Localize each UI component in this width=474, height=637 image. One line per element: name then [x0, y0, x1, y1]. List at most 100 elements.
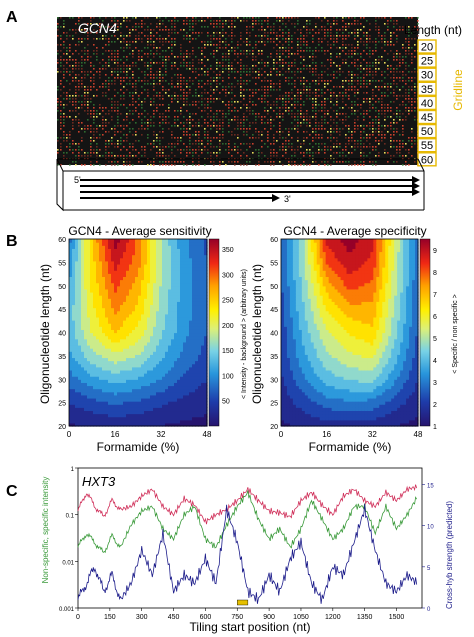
array-feature — [90, 125, 92, 127]
heatmap-cell — [78, 332, 82, 337]
array-feature — [174, 143, 176, 145]
array-feature — [264, 41, 266, 43]
array-feature — [96, 149, 98, 151]
array-feature — [345, 134, 347, 136]
array-feature — [240, 62, 242, 64]
array-feature — [156, 95, 158, 97]
array-feature — [117, 110, 119, 112]
heatmap-cell — [96, 313, 100, 318]
array-feature — [297, 137, 299, 139]
heatmap-cell — [75, 351, 79, 355]
array-feature — [207, 113, 209, 115]
heatmap-cell — [135, 373, 139, 377]
array-feature — [132, 134, 134, 136]
heatmap-cell — [93, 329, 97, 334]
heatmap-cell — [138, 397, 142, 402]
array-feature — [228, 161, 230, 163]
heatmap-cell — [69, 385, 73, 390]
heatmap-cell — [108, 260, 112, 265]
array-feature — [66, 152, 68, 154]
heatmap-cell — [99, 313, 103, 318]
array-feature — [246, 131, 248, 133]
heatmap-cell — [135, 397, 139, 402]
array-feature — [123, 86, 125, 88]
array-feature — [252, 122, 254, 124]
array-feature — [66, 47, 68, 49]
array-feature — [243, 152, 245, 154]
array-feature — [57, 68, 59, 70]
array-feature — [318, 17, 320, 19]
array-feature — [297, 92, 299, 94]
array-feature — [120, 77, 122, 79]
array-feature — [207, 131, 209, 133]
heatmap-cell — [108, 332, 112, 337]
array-feature — [390, 38, 392, 40]
array-feature — [369, 29, 371, 31]
array-feature — [171, 32, 173, 34]
array-feature — [333, 71, 335, 73]
array-feature — [192, 71, 194, 73]
array-feature — [300, 35, 302, 37]
array-feature — [114, 146, 116, 148]
heatmap-cell — [132, 385, 136, 390]
array-feature — [105, 113, 107, 115]
array-feature — [75, 92, 77, 94]
heatmap-cell — [123, 282, 127, 287]
array-feature — [309, 47, 311, 49]
array-feature — [63, 140, 65, 142]
array-feature — [306, 86, 308, 88]
heatmap-cell — [135, 320, 139, 324]
array-feature — [138, 59, 140, 61]
heatmap-cell — [81, 254, 85, 259]
array-feature — [180, 110, 182, 112]
array-feature — [270, 128, 272, 130]
array-feature — [303, 83, 305, 85]
array-feature — [177, 161, 179, 163]
array-feature — [162, 95, 164, 97]
array-feature — [72, 125, 74, 127]
array-feature — [294, 149, 296, 151]
array-feature — [150, 122, 152, 124]
array-feature — [186, 104, 188, 106]
array-feature — [291, 98, 293, 100]
array-feature — [234, 53, 236, 55]
array-feature — [234, 50, 236, 52]
array-feature — [285, 95, 287, 97]
heatmap-cell — [105, 251, 109, 256]
heatmap-cell — [84, 348, 88, 352]
array-feature — [156, 92, 158, 94]
array-feature — [111, 104, 113, 106]
array-feature — [276, 140, 278, 142]
array-feature — [189, 53, 191, 55]
heatmap-cell — [72, 263, 76, 268]
array-feature — [300, 107, 302, 109]
heatmap-cell — [75, 320, 79, 324]
heatmap-cell — [114, 276, 118, 281]
length-label: 60 — [421, 154, 433, 166]
heatmap-cell — [75, 245, 79, 249]
array-feature — [132, 149, 134, 151]
heatmap-cell — [102, 422, 106, 427]
array-feature — [60, 50, 62, 52]
array-feature — [207, 125, 209, 127]
array-feature — [129, 68, 131, 70]
heatmap-cell — [117, 385, 121, 390]
array-feature — [285, 140, 287, 142]
array-feature — [240, 89, 242, 91]
array-feature — [300, 143, 302, 145]
heatmap-cell — [75, 391, 79, 396]
heatmap-cell — [117, 285, 121, 290]
array-feature — [174, 23, 176, 25]
heatmap-cell — [81, 388, 85, 393]
heatmap-cell — [72, 351, 76, 355]
array-feature — [84, 62, 86, 64]
array-feature — [354, 89, 356, 91]
array-feature — [204, 41, 206, 43]
array-feature — [321, 149, 323, 151]
array-feature — [366, 71, 368, 73]
heatmap-cell — [111, 410, 115, 415]
array-feature — [324, 92, 326, 94]
array-feature — [357, 32, 359, 34]
array-feature — [180, 44, 182, 46]
heatmap-cell — [144, 351, 148, 355]
